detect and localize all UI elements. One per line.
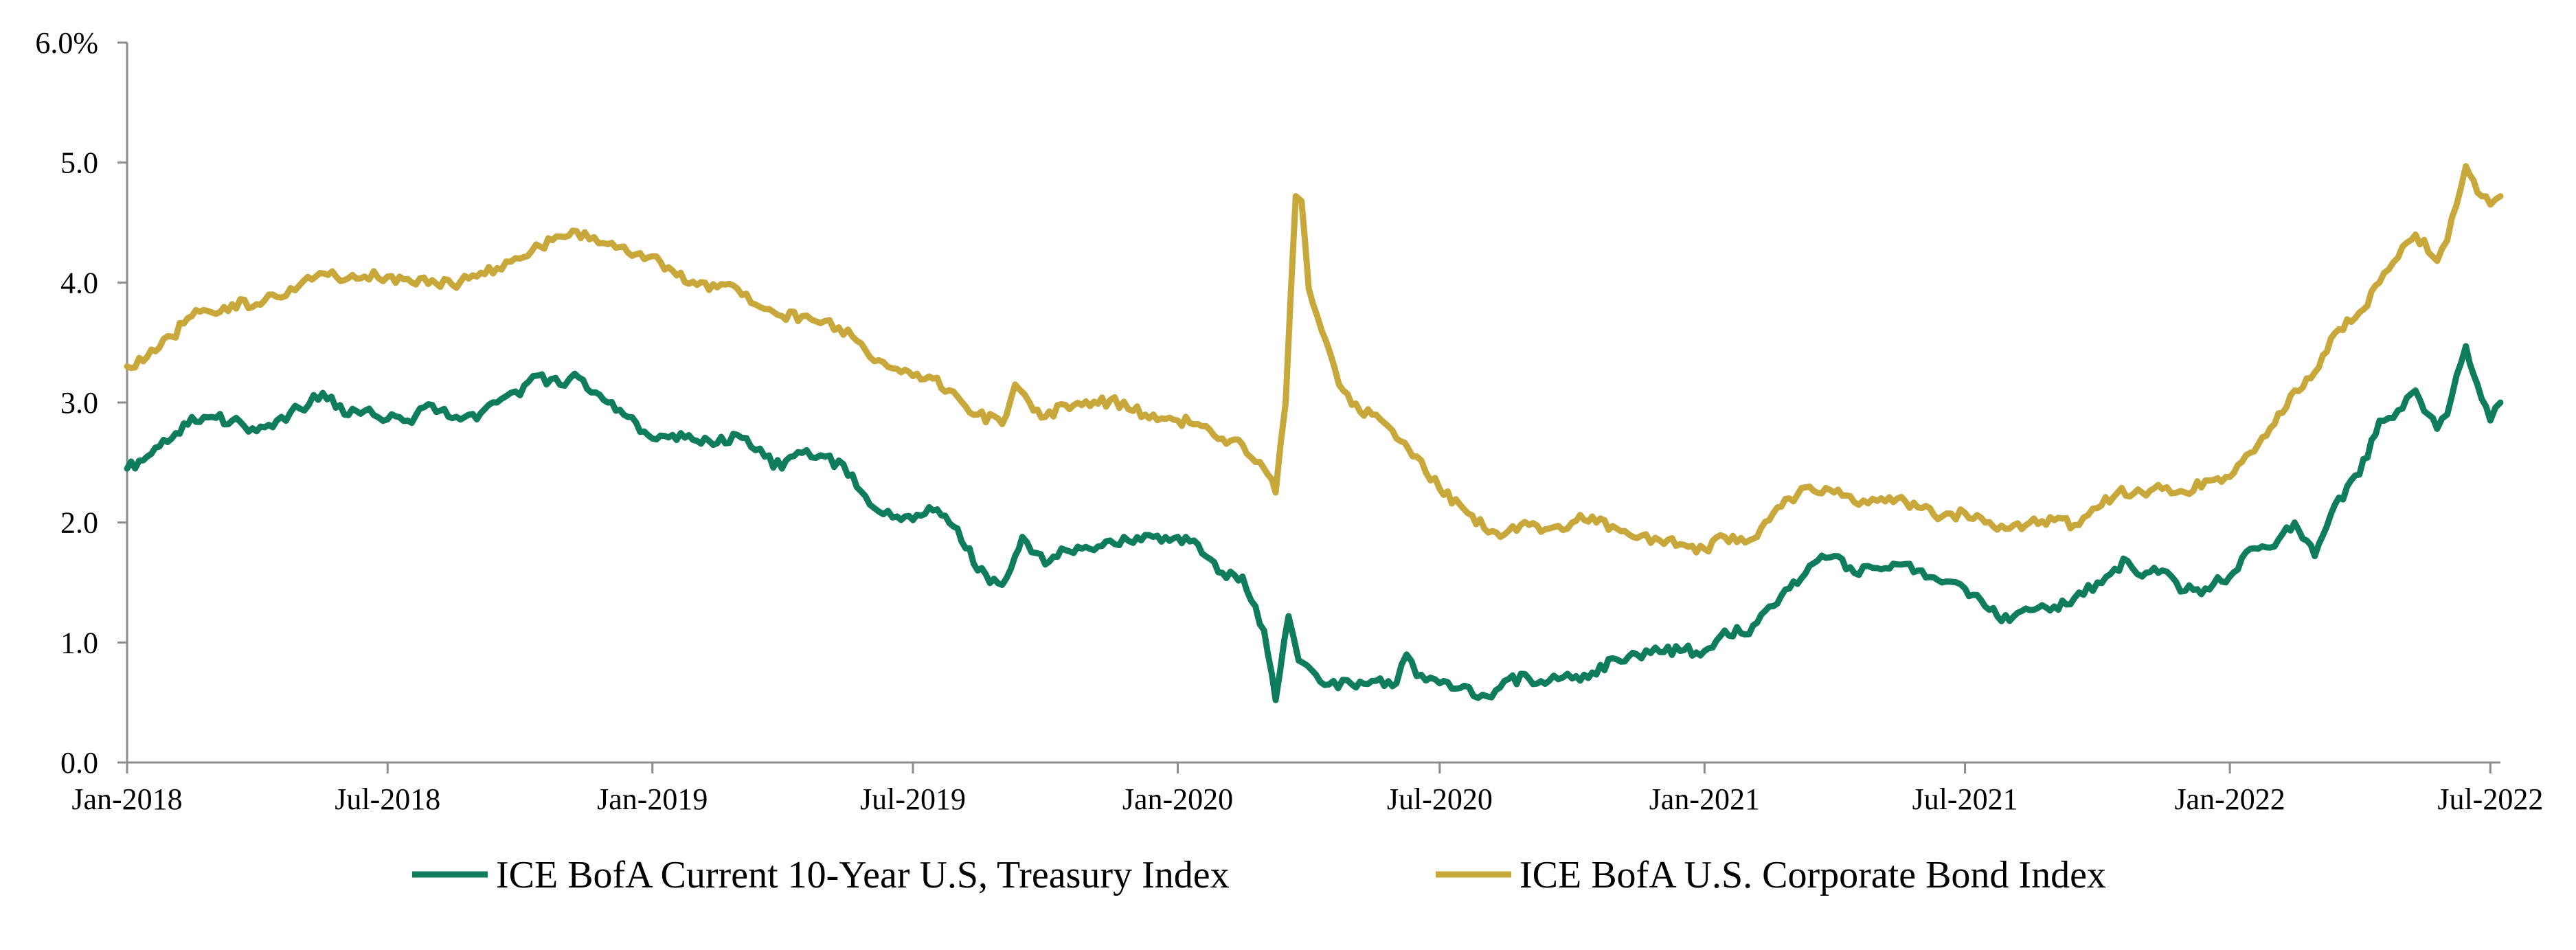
x-tick-label: Jul-2022 (2437, 782, 2543, 816)
x-tick-label: Jul-2018 (335, 782, 440, 816)
x-tick-label: Jan-2018 (71, 782, 182, 816)
x-axis: Jan-2018 Jul-2018 Jan-2019 Jul-2019 Jan-2020… (71, 761, 2543, 816)
y-tick-label: 2.0 (60, 506, 98, 540)
y-tick-label: 5.0 (60, 146, 98, 180)
x-tick-label: Jul-2020 (1387, 782, 1493, 816)
legend-label: ICE BofA U.S. Corporate Bond Index (1519, 854, 2106, 896)
x-tick-label: Jul-2021 (1912, 782, 2018, 816)
y-tick-label: 0.0 (60, 746, 98, 780)
y-axis: 0.0 1.0 2.0 3.0 4.0 5.0 6.0% (35, 26, 128, 780)
x-tick-label: Jan-2022 (2174, 782, 2285, 816)
x-tick-label: Jan-2021 (1649, 782, 1760, 816)
x-tick-label: Jul-2019 (860, 782, 966, 816)
legend-label: ICE BofA Current 10-Year U.S, Treasury I… (496, 854, 1230, 896)
x-tick-label: Jan-2020 (1122, 782, 1233, 816)
y-tick-label: 6.0% (35, 26, 98, 60)
y-tick-label: 4.0 (60, 266, 98, 299)
y-tick-label: 3.0 (60, 386, 98, 420)
x-tick-label: Jan-2019 (597, 782, 708, 816)
series-line-corporate (124, 163, 2504, 556)
series-lines (124, 163, 2504, 703)
legend: ICE BofA Current 10-Year U.S, Treasury I… (412, 854, 2106, 896)
series-line-treasury (124, 343, 2504, 703)
legend-item-treasury: ICE BofA Current 10-Year U.S, Treasury I… (412, 854, 1230, 896)
legend-item-corporate: ICE BofA U.S. Corporate Bond Index (1436, 854, 2106, 896)
y-tick-label: 1.0 (60, 626, 98, 659)
